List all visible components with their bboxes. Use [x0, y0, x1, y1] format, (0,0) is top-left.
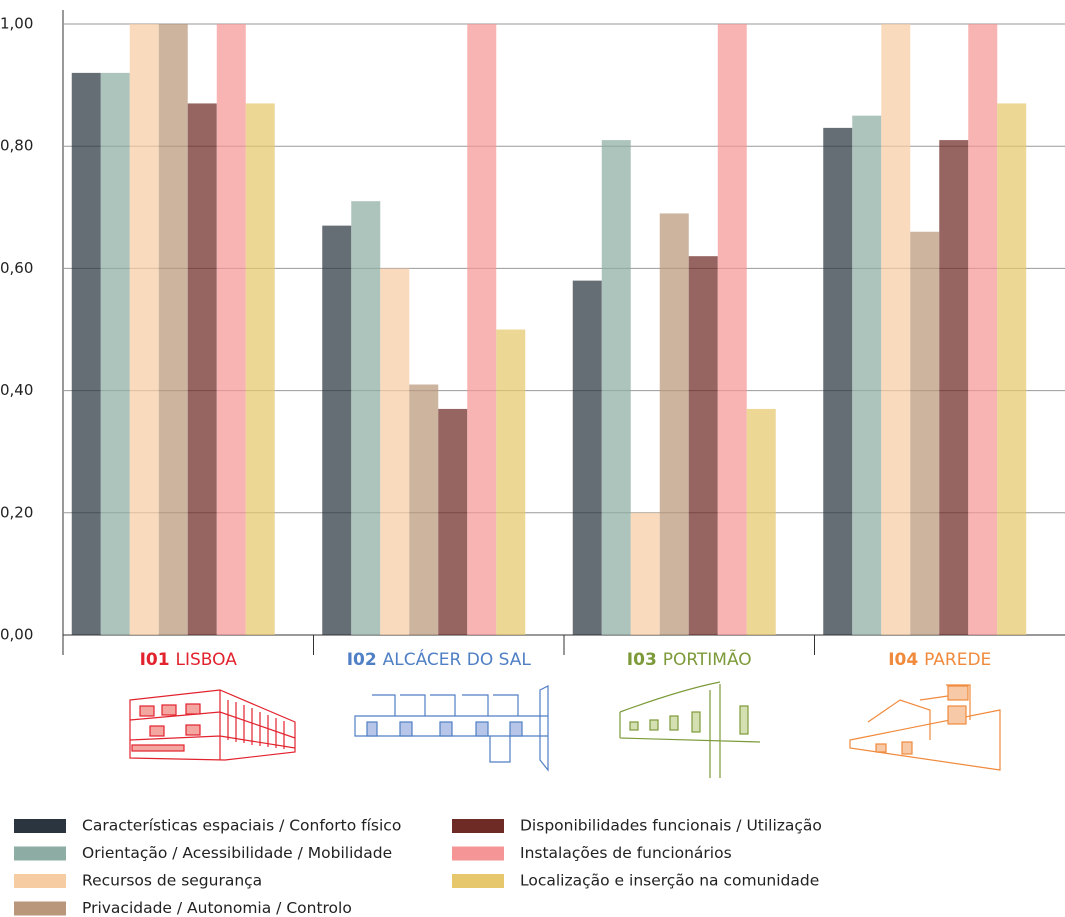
x-tick-label: I01 LISBOA	[140, 650, 238, 670]
legend-swatch	[14, 874, 66, 888]
y-tick-label: 0,60	[0, 259, 33, 277]
bar	[322, 225, 352, 635]
x-tick-label: I03 PORTIMÃO	[627, 648, 752, 670]
bar	[910, 231, 940, 636]
legend-swatch	[452, 846, 504, 861]
bar	[409, 384, 439, 635]
bar	[968, 24, 998, 635]
icon-parede	[849, 684, 1001, 771]
bar	[129, 24, 159, 635]
bar	[438, 408, 468, 635]
legend-swatch	[452, 874, 504, 888]
y-tick-label: 0,40	[0, 381, 33, 399]
y-tick-label: 0,20	[0, 503, 33, 521]
bar	[351, 201, 381, 635]
legend-swatch	[14, 819, 66, 833]
building-icons	[129, 681, 1001, 778]
bar	[659, 213, 689, 635]
legend-label: Privacidade / Autonomia / Controlo	[82, 899, 352, 917]
bar	[688, 256, 718, 635]
bar	[997, 103, 1027, 636]
bar	[100, 72, 130, 635]
bar	[158, 24, 188, 635]
icon-portimao	[619, 681, 761, 778]
bar	[187, 103, 217, 636]
bar	[380, 268, 410, 635]
bar	[245, 103, 275, 636]
bar	[601, 140, 631, 635]
bar	[572, 280, 602, 635]
legend-label: Disponibilidades funcionais / Utilização	[520, 817, 822, 835]
bar	[939, 140, 969, 635]
legend-label: Orientação / Acessibilidade / Mobilidade	[82, 844, 392, 862]
y-tick-label: 1,00	[0, 15, 33, 33]
legend-swatch	[452, 819, 504, 833]
legend-label: Recursos de segurança	[82, 872, 262, 890]
y-tick-label: 0,80	[0, 137, 33, 155]
bar	[71, 72, 101, 635]
legend-label: Características espaciais / Conforto fís…	[82, 817, 401, 835]
icon-lisboa	[129, 689, 296, 761]
legend-swatch	[14, 846, 66, 861]
legend-label: Instalações de funcionários	[520, 844, 732, 862]
bar	[852, 115, 882, 635]
bar	[630, 512, 660, 635]
x-tick-label: I02 ALCÁCER DO SAL	[347, 648, 532, 670]
icon-alcacer	[354, 685, 549, 772]
x-tick-label: I04 PAREDE	[888, 650, 991, 670]
bar	[746, 408, 776, 635]
bar	[823, 127, 853, 636]
legend-label: Localização e inserção na comunidade	[520, 872, 819, 890]
bar	[467, 24, 497, 635]
y-tick-label: 0,00	[0, 626, 33, 644]
bar	[216, 24, 246, 635]
bar	[496, 329, 526, 635]
bar	[881, 24, 911, 635]
bar	[717, 24, 747, 635]
legend-swatch	[14, 901, 66, 916]
